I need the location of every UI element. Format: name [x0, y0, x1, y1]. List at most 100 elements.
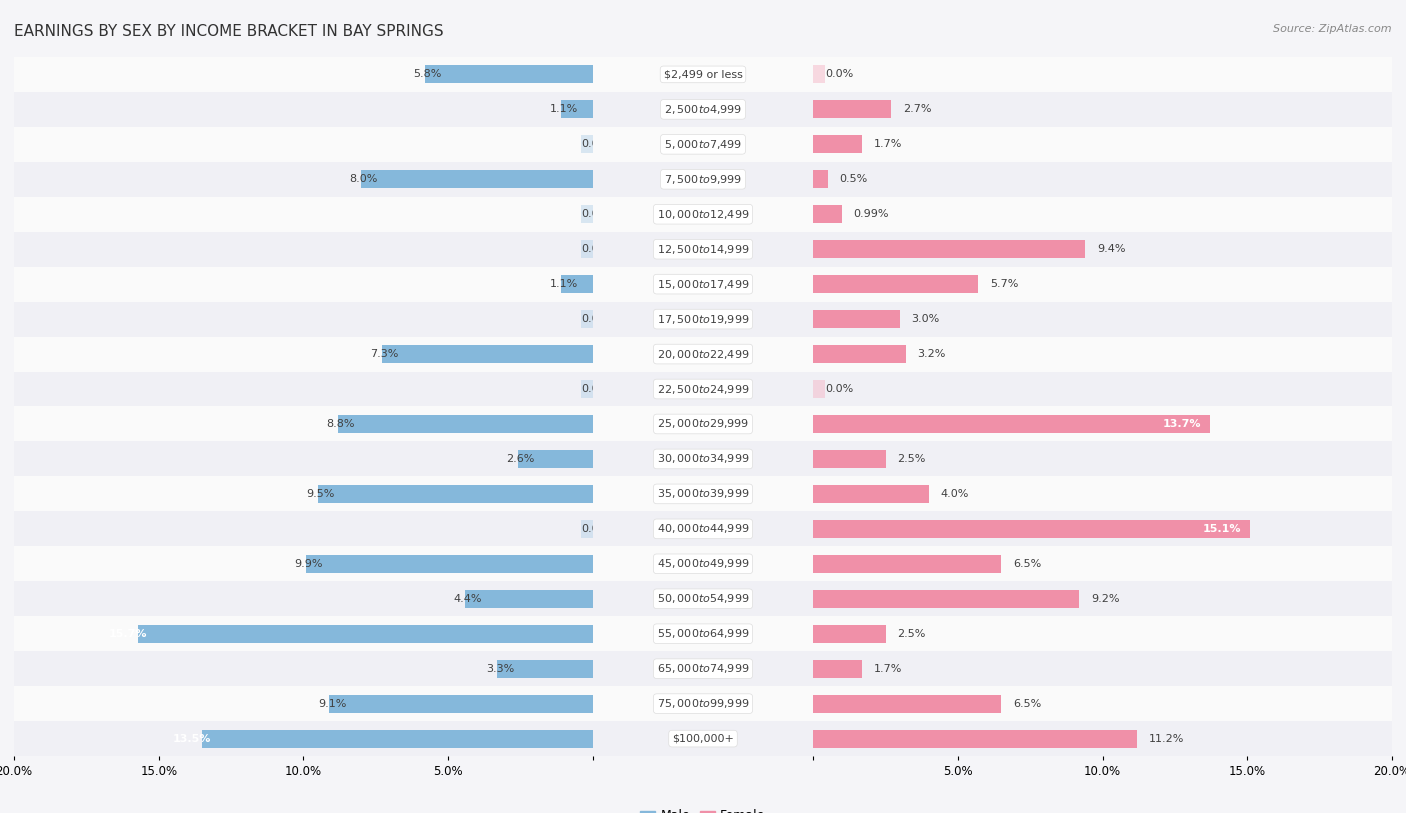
Bar: [813, 162, 1392, 197]
Text: 6.5%: 6.5%: [1012, 698, 1040, 709]
Text: $2,500 to $4,999: $2,500 to $4,999: [664, 103, 742, 115]
Text: 0.0%: 0.0%: [825, 384, 853, 394]
Bar: [813, 65, 825, 84]
Bar: [14, 372, 593, 406]
Bar: [361, 170, 593, 189]
Text: $75,000 to $99,999: $75,000 to $99,999: [657, 698, 749, 710]
Text: $100,000+: $100,000+: [672, 733, 734, 744]
Text: 5.8%: 5.8%: [413, 69, 441, 80]
Text: 0.0%: 0.0%: [581, 384, 609, 394]
Bar: [813, 511, 1392, 546]
Bar: [593, 616, 813, 651]
Text: $30,000 to $34,999: $30,000 to $34,999: [657, 453, 749, 465]
Text: $10,000 to $12,499: $10,000 to $12,499: [657, 208, 749, 220]
Bar: [813, 345, 905, 363]
Bar: [14, 406, 593, 441]
Bar: [813, 100, 891, 119]
Bar: [593, 476, 813, 511]
Text: 1.7%: 1.7%: [875, 139, 903, 150]
Bar: [517, 450, 593, 468]
Bar: [813, 406, 1392, 441]
Text: $15,000 to $17,499: $15,000 to $17,499: [657, 278, 749, 290]
Text: 0.99%: 0.99%: [853, 209, 889, 220]
Text: 1.1%: 1.1%: [550, 104, 578, 115]
Text: 9.5%: 9.5%: [307, 489, 335, 499]
Text: 1.7%: 1.7%: [875, 663, 903, 674]
Text: 4.0%: 4.0%: [941, 489, 969, 499]
Bar: [813, 694, 1001, 713]
Text: 13.5%: 13.5%: [173, 733, 211, 744]
Text: 1.1%: 1.1%: [550, 279, 578, 289]
Bar: [498, 659, 593, 678]
Bar: [813, 170, 828, 189]
Text: $2,499 or less: $2,499 or less: [664, 69, 742, 80]
Bar: [14, 721, 593, 756]
Text: $35,000 to $39,999: $35,000 to $39,999: [657, 488, 749, 500]
Bar: [813, 310, 900, 328]
Bar: [593, 651, 813, 686]
Bar: [813, 546, 1392, 581]
Bar: [593, 581, 813, 616]
Legend: Male, Female: Male, Female: [636, 804, 770, 813]
Bar: [14, 162, 593, 197]
Bar: [813, 197, 1392, 232]
Text: 2.5%: 2.5%: [897, 454, 925, 464]
Bar: [581, 310, 593, 328]
Bar: [581, 135, 593, 154]
Bar: [561, 275, 593, 293]
Text: $25,000 to $29,999: $25,000 to $29,999: [657, 418, 749, 430]
Bar: [581, 205, 593, 224]
Bar: [14, 546, 593, 581]
Bar: [813, 240, 1085, 259]
Bar: [14, 302, 593, 337]
Bar: [593, 441, 813, 476]
Bar: [593, 302, 813, 337]
Text: $20,000 to $22,499: $20,000 to $22,499: [657, 348, 749, 360]
Text: 9.1%: 9.1%: [318, 698, 346, 709]
Bar: [337, 415, 593, 433]
Text: $7,500 to $9,999: $7,500 to $9,999: [664, 173, 742, 185]
Bar: [581, 520, 593, 538]
Text: 0.5%: 0.5%: [839, 174, 868, 185]
Bar: [593, 127, 813, 162]
Bar: [813, 485, 929, 503]
Bar: [813, 476, 1392, 511]
Bar: [813, 92, 1392, 127]
Bar: [14, 197, 593, 232]
Text: 9.9%: 9.9%: [295, 559, 323, 569]
Bar: [813, 616, 1392, 651]
Text: 2.5%: 2.5%: [897, 628, 925, 639]
Text: 13.7%: 13.7%: [1163, 419, 1201, 429]
Text: $22,500 to $24,999: $22,500 to $24,999: [657, 383, 749, 395]
Bar: [813, 581, 1392, 616]
Bar: [14, 92, 593, 127]
Bar: [593, 546, 813, 581]
Bar: [813, 205, 842, 224]
Bar: [593, 686, 813, 721]
Bar: [813, 721, 1392, 756]
Bar: [14, 686, 593, 721]
Bar: [813, 441, 1392, 476]
Bar: [593, 162, 813, 197]
Text: 15.7%: 15.7%: [108, 628, 148, 639]
Text: 9.2%: 9.2%: [1091, 593, 1119, 604]
Bar: [813, 686, 1392, 721]
Bar: [202, 729, 593, 748]
Bar: [593, 57, 813, 92]
Bar: [307, 554, 593, 573]
Bar: [813, 302, 1392, 337]
Text: $17,500 to $19,999: $17,500 to $19,999: [657, 313, 749, 325]
Text: 0.0%: 0.0%: [581, 524, 609, 534]
Bar: [813, 275, 979, 293]
Bar: [813, 450, 886, 468]
Bar: [813, 57, 1392, 92]
Text: 3.0%: 3.0%: [911, 314, 939, 324]
Bar: [813, 337, 1392, 372]
Bar: [813, 554, 1001, 573]
Text: 8.0%: 8.0%: [350, 174, 378, 185]
Bar: [14, 616, 593, 651]
Bar: [14, 476, 593, 511]
Text: 7.3%: 7.3%: [370, 349, 398, 359]
Bar: [14, 337, 593, 372]
Bar: [138, 624, 593, 643]
